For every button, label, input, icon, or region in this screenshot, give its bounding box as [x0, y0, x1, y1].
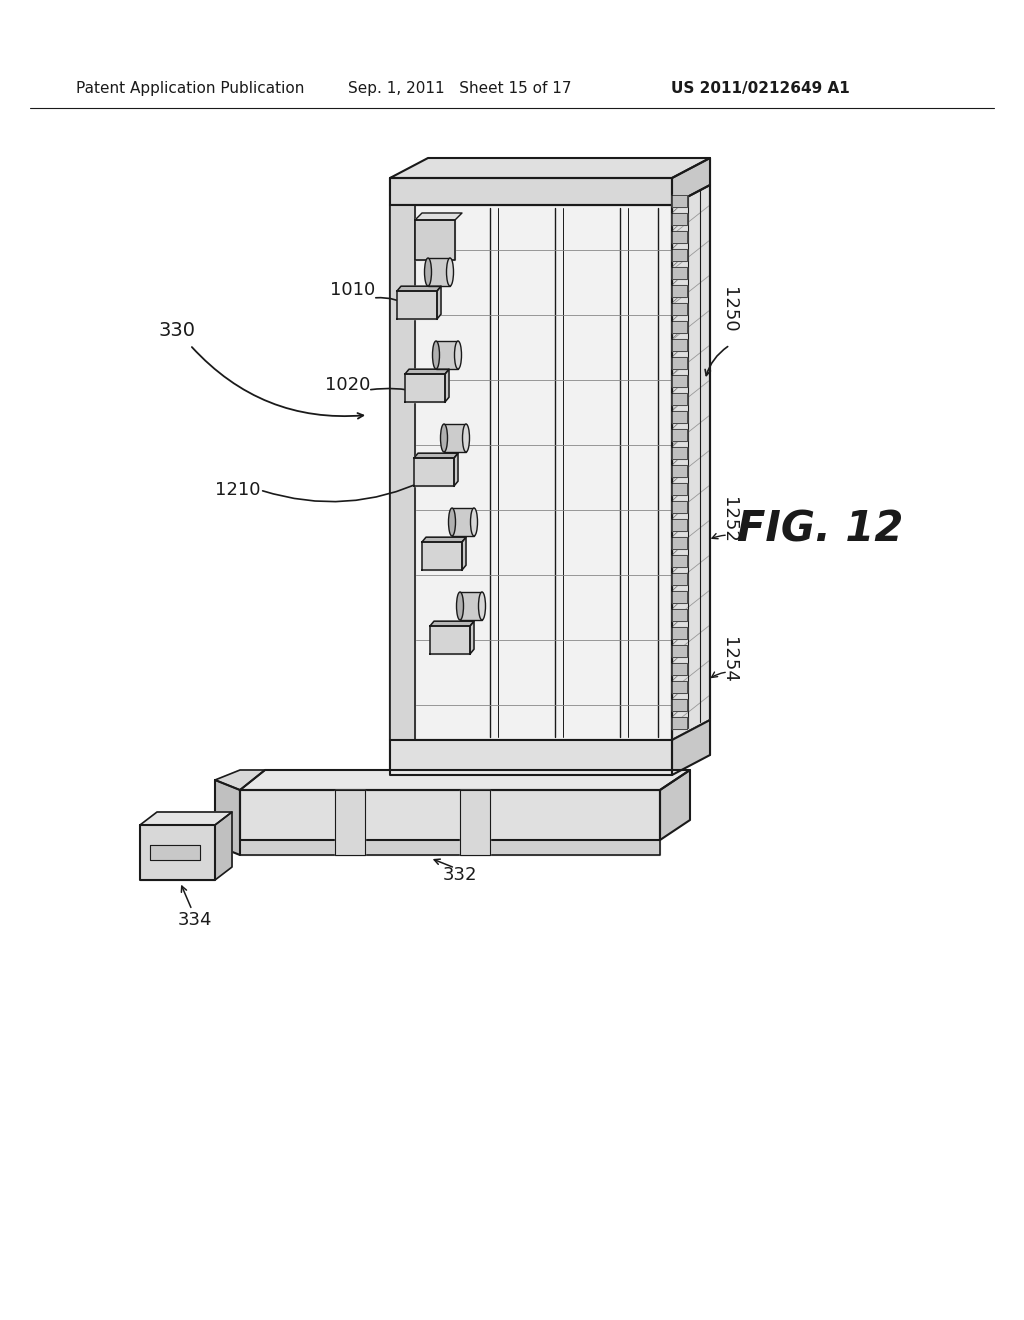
- Ellipse shape: [478, 591, 485, 620]
- Polygon shape: [445, 370, 449, 403]
- Polygon shape: [454, 453, 458, 486]
- Polygon shape: [672, 519, 687, 531]
- Polygon shape: [672, 185, 710, 741]
- Polygon shape: [672, 249, 687, 261]
- Text: 1010: 1010: [330, 281, 375, 300]
- Polygon shape: [672, 591, 687, 603]
- Polygon shape: [672, 339, 687, 351]
- Polygon shape: [240, 770, 690, 789]
- Polygon shape: [672, 393, 687, 405]
- Text: 1020: 1020: [325, 376, 371, 393]
- Polygon shape: [415, 213, 462, 220]
- Polygon shape: [240, 840, 660, 855]
- Polygon shape: [422, 537, 466, 543]
- Polygon shape: [397, 290, 437, 319]
- Bar: [460, 591, 482, 620]
- Text: 1254: 1254: [720, 638, 738, 682]
- Polygon shape: [672, 321, 687, 333]
- Ellipse shape: [425, 257, 431, 286]
- Polygon shape: [406, 370, 449, 374]
- Polygon shape: [140, 825, 215, 880]
- Ellipse shape: [457, 591, 464, 620]
- Text: Patent Application Publication: Patent Application Publication: [76, 81, 304, 95]
- Bar: [436, 341, 458, 370]
- Polygon shape: [422, 543, 462, 570]
- Polygon shape: [672, 502, 687, 513]
- Polygon shape: [672, 465, 687, 477]
- Polygon shape: [672, 537, 687, 549]
- Polygon shape: [672, 213, 687, 224]
- Bar: [452, 508, 474, 536]
- Polygon shape: [462, 537, 466, 570]
- Ellipse shape: [470, 508, 477, 536]
- Polygon shape: [397, 286, 441, 290]
- Polygon shape: [437, 286, 441, 319]
- Polygon shape: [672, 231, 687, 243]
- Polygon shape: [390, 158, 710, 178]
- Polygon shape: [660, 770, 690, 840]
- Text: FIG. 12: FIG. 12: [737, 510, 903, 550]
- Polygon shape: [215, 812, 232, 880]
- Polygon shape: [672, 267, 687, 279]
- Polygon shape: [406, 374, 445, 403]
- Ellipse shape: [432, 341, 439, 370]
- Text: 334: 334: [178, 911, 212, 929]
- Text: US 2011/0212649 A1: US 2011/0212649 A1: [671, 81, 849, 95]
- Polygon shape: [215, 770, 265, 789]
- Polygon shape: [215, 780, 240, 855]
- Polygon shape: [672, 429, 687, 441]
- Bar: [444, 424, 466, 451]
- Text: 332: 332: [442, 866, 477, 884]
- Polygon shape: [672, 285, 687, 297]
- Polygon shape: [470, 622, 474, 653]
- Polygon shape: [430, 622, 474, 626]
- Text: Sep. 1, 2011   Sheet 15 of 17: Sep. 1, 2011 Sheet 15 of 17: [348, 81, 571, 95]
- Polygon shape: [672, 573, 687, 585]
- Polygon shape: [672, 627, 687, 639]
- Polygon shape: [390, 205, 415, 741]
- Ellipse shape: [455, 341, 462, 370]
- Bar: [428, 257, 450, 286]
- Polygon shape: [672, 700, 687, 711]
- Polygon shape: [460, 789, 490, 855]
- Polygon shape: [672, 411, 687, 422]
- Ellipse shape: [440, 424, 447, 451]
- Polygon shape: [672, 554, 687, 568]
- Polygon shape: [414, 453, 458, 458]
- Polygon shape: [415, 220, 455, 260]
- Ellipse shape: [449, 508, 456, 536]
- Text: 330: 330: [158, 321, 195, 339]
- Polygon shape: [672, 645, 687, 657]
- Polygon shape: [672, 717, 687, 729]
- Polygon shape: [390, 741, 672, 775]
- Polygon shape: [672, 356, 687, 370]
- Polygon shape: [672, 375, 687, 387]
- Polygon shape: [390, 178, 672, 205]
- Polygon shape: [140, 812, 232, 825]
- Polygon shape: [672, 158, 710, 205]
- Polygon shape: [672, 304, 687, 315]
- Text: 1250: 1250: [720, 288, 738, 333]
- Polygon shape: [672, 447, 687, 459]
- Polygon shape: [390, 205, 672, 741]
- Polygon shape: [672, 663, 687, 675]
- Polygon shape: [672, 195, 687, 207]
- Polygon shape: [672, 681, 687, 693]
- Text: 1210: 1210: [215, 480, 260, 499]
- Polygon shape: [240, 789, 660, 840]
- Polygon shape: [672, 483, 687, 495]
- Polygon shape: [430, 626, 470, 653]
- Polygon shape: [150, 845, 200, 861]
- Ellipse shape: [446, 257, 454, 286]
- Polygon shape: [335, 789, 365, 855]
- Polygon shape: [672, 719, 710, 775]
- Polygon shape: [414, 458, 454, 486]
- Text: 1252: 1252: [720, 498, 738, 543]
- Ellipse shape: [463, 424, 469, 451]
- Polygon shape: [672, 609, 687, 620]
